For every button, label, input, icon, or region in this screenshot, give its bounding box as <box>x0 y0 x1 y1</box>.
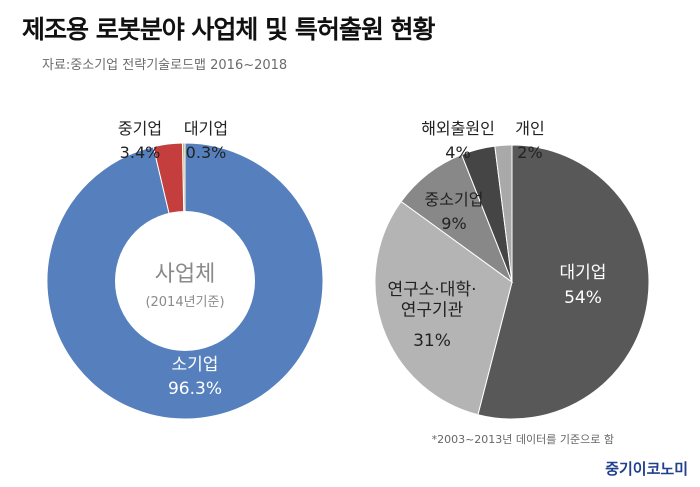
donut-label-0: 대기업 <box>184 119 228 138</box>
donut-label-2: 소기업 <box>172 355 219 375</box>
pie-slice-4 <box>494 144 513 283</box>
donut-labels: 대기업 0.3% 중기업 3.4% 소기업 96.3% <box>118 119 228 399</box>
donut-center-label: 사업체 <box>155 262 216 287</box>
pie-value-1: 31% <box>413 331 451 351</box>
pie-slice-0 <box>477 144 650 420</box>
source-note: 자료:중소기업 전략기술로드맵 2016~2018 <box>42 58 288 73</box>
pie-value-3: 4% <box>445 143 470 162</box>
donut-label-1: 중기업 <box>118 119 162 138</box>
pie-value-4: 2% <box>517 143 542 162</box>
pie-label-2: 중소기업 <box>425 190 484 209</box>
pie-value-2: 9% <box>441 214 466 233</box>
donut-value-1: 3.4% <box>120 143 161 162</box>
pie-slice-1 <box>374 200 513 416</box>
pie-label-0: 대기업 <box>560 263 607 283</box>
pie-slices <box>374 144 650 420</box>
pie-label-4: 개인 <box>515 119 544 138</box>
donut-center-sublabel: (2014년기준) <box>145 295 224 310</box>
data-footnote: *2003~2013년 데이터를 기준으로 함 <box>431 433 614 446</box>
donut-value-2: 96.3% <box>168 379 222 399</box>
chart-title: 제조용 로봇분야 사업체 및 특허출원 현황 <box>22 15 436 44</box>
pie-label-3: 해외출원인 <box>421 119 495 138</box>
pie-value-0: 54% <box>564 288 602 308</box>
donut-hole <box>115 211 255 351</box>
donut-value-0: 0.3% <box>186 143 227 162</box>
brand-logo: 중기이코노미 <box>605 460 688 478</box>
pie-label-1: 연구소·대학· 연구기관 <box>387 280 476 320</box>
pie-labels: 대기업 54% 연구소·대학· 연구기관 31% 중소기업 9% 해외출원인 4% 개인 2% <box>387 119 606 351</box>
